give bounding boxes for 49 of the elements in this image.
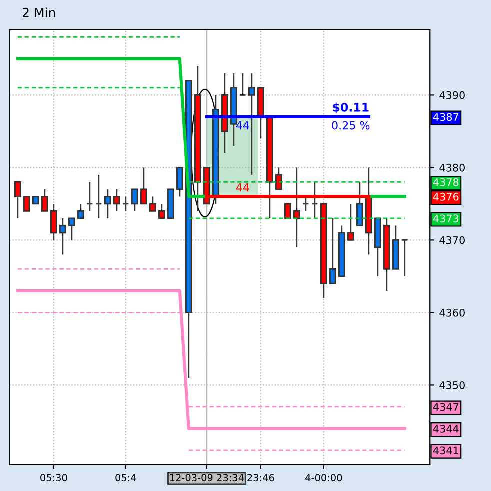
candlestick [284, 203, 292, 220]
y2-tick-label: 4347 [433, 403, 459, 412]
candlestick [356, 182, 364, 226]
y-tick-label: 4350 [440, 381, 465, 390]
candlestick [140, 167, 148, 205]
candlestick [132, 188, 138, 212]
x-tick-label: 05:4 [116, 474, 136, 482]
candlestick [104, 188, 112, 220]
candlestick [276, 167, 282, 190]
annotation: 44 [236, 184, 250, 192]
candlestick [50, 203, 58, 241]
candlestick [68, 218, 76, 241]
x-tick-label: 4-00:00 [306, 474, 342, 482]
candlestick [330, 218, 336, 284]
candlestick [150, 196, 156, 212]
annotation: $0.11 [333, 102, 369, 114]
y2-tick-label: 4387 [433, 113, 459, 122]
candlestick [42, 188, 48, 212]
candlestick [78, 203, 84, 220]
y-tick-label: 4380 [440, 164, 465, 172]
candlestick [86, 182, 94, 212]
y2-tick-label: 4344 [433, 424, 459, 433]
x-tick-label: 12-03-09 23:34 [170, 474, 244, 482]
candlestick [302, 196, 310, 212]
candlestick [96, 174, 102, 220]
y-tick-label: 4370 [440, 236, 465, 244]
annotation: 0.25 % [332, 121, 370, 130]
y-tick-label: 4390 [440, 91, 465, 100]
annotation: 44 [236, 121, 250, 130]
x-tick-label: 05:30 [40, 474, 68, 482]
y2-tick-label: 4341 [433, 446, 458, 455]
candlestick [60, 218, 66, 256]
candlestick [248, 72, 256, 176]
y2-tick-label: 4373 [433, 214, 459, 223]
y2-tick-label: 4376 [433, 192, 459, 201]
candlestick [114, 188, 120, 212]
candlestick [176, 167, 184, 198]
candlestick [158, 203, 166, 220]
candlestick [240, 72, 246, 96]
chart-title: 2 Min [23, 8, 56, 18]
candlestick [348, 203, 354, 241]
y-tick-label: 4360 [440, 308, 465, 317]
y2-tick-label: 4378 [433, 178, 459, 186]
candlestick [402, 240, 408, 278]
candlestick [312, 182, 318, 220]
candlestick [122, 196, 130, 212]
candlestick [14, 182, 22, 220]
candlestick [24, 196, 30, 212]
x-tick-label: 23:46 [248, 474, 274, 482]
